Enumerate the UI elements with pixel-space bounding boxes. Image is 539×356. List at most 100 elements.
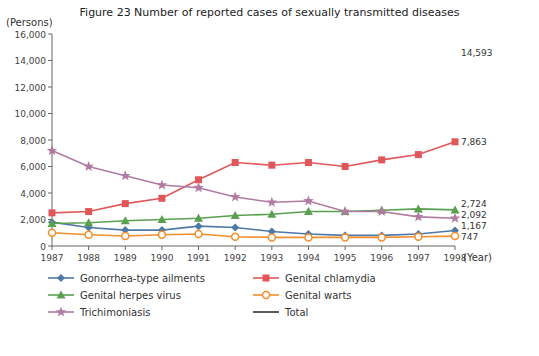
point (268, 162, 275, 169)
point (340, 206, 350, 216)
legend-item: Gonorrhea-type ailments (48, 273, 205, 284)
point (451, 205, 460, 213)
y-tick-label: 6,000 (20, 162, 46, 172)
legend-label: Gonorrhea-type ailments (80, 273, 205, 284)
x-tick (88, 246, 89, 250)
legend-label: Total (284, 307, 308, 318)
point (378, 234, 385, 241)
point (122, 233, 129, 240)
x-tick (381, 246, 382, 250)
x-tick (52, 246, 53, 250)
x-tick-label: 1993 (260, 253, 283, 263)
x-tick-label: 1988 (77, 253, 100, 263)
point (341, 207, 350, 215)
series-line (52, 233, 455, 238)
series-line (52, 222, 455, 235)
x-tick (161, 246, 162, 250)
point (85, 208, 92, 215)
point (377, 206, 387, 216)
point (83, 161, 93, 171)
end-label: 14,593 (461, 48, 493, 58)
x-tick (125, 246, 126, 250)
x-tick-label: 1997 (407, 253, 430, 263)
y-tick (48, 246, 52, 247)
point (342, 163, 349, 170)
point (452, 233, 459, 240)
point (450, 213, 460, 223)
point (157, 180, 167, 190)
point (158, 195, 165, 202)
x-tick (345, 246, 346, 250)
legend-item: Genital herpes virus (48, 290, 181, 301)
legend-label: Trichimoniasis (79, 307, 150, 318)
point (195, 222, 203, 230)
point (48, 219, 57, 227)
title: Figure 23 Number of reported cases of se… (80, 6, 460, 19)
x-tick-label: 1994 (297, 253, 320, 263)
point (267, 210, 276, 218)
point (305, 159, 312, 166)
legend-label: Genital chlamydia (285, 273, 376, 284)
y-tick (48, 113, 52, 114)
y-tick-label: 4,000 (20, 189, 46, 199)
point (342, 234, 349, 241)
y-tick (48, 140, 52, 141)
point (230, 191, 240, 201)
x-axis-label: (Year) (463, 252, 492, 263)
legend-label: Genital herpes virus (80, 290, 181, 301)
series-line (52, 209, 455, 224)
legend-swatch (253, 311, 279, 313)
x-tick (198, 246, 199, 250)
series (49, 229, 459, 241)
point (84, 218, 93, 226)
point (158, 231, 165, 238)
legend-label: Genital warts (285, 290, 352, 301)
end-label: 7,863 (461, 137, 487, 147)
legend-marker (56, 307, 66, 317)
x-axis-line (52, 246, 455, 247)
point (232, 159, 239, 166)
legend-marker (57, 274, 65, 282)
legend-marker (263, 275, 270, 282)
axes: 02,0004,0006,0008,00010,00012,00014,0001… (15, 30, 467, 264)
y-tick-label: 8,000 (20, 136, 46, 146)
series (47, 145, 460, 223)
y-tick-label: 0 (40, 242, 46, 252)
point (85, 231, 92, 238)
x-tick (455, 246, 456, 250)
y-tick (48, 166, 52, 167)
point (413, 211, 423, 221)
point (268, 234, 275, 241)
point (121, 216, 130, 224)
y-tick-label: 12,000 (15, 83, 47, 93)
point (47, 145, 57, 155)
legend-item: Trichimoniasis (48, 307, 150, 318)
point (378, 156, 385, 163)
point (195, 176, 202, 183)
point (452, 138, 459, 145)
y-tick (48, 60, 52, 61)
end-label: 2,724 (461, 199, 487, 209)
point (194, 214, 203, 222)
y-tick (48, 193, 52, 194)
legend-marker (57, 291, 66, 299)
series (48, 204, 460, 227)
y-tick-label: 14,000 (15, 56, 47, 66)
point (415, 151, 422, 158)
point (305, 234, 312, 241)
x-tick (308, 246, 309, 250)
annotations: 7471,1672,0922,7247,86314,593 (461, 48, 493, 241)
point (414, 204, 423, 212)
legend-item: Genital chlamydia (253, 273, 376, 284)
point (193, 182, 203, 192)
y-tick-label: 16,000 (15, 30, 47, 40)
x-tick (271, 246, 272, 250)
y-tick-label: 10,000 (15, 109, 47, 119)
y-axis-label: (Persons) (6, 17, 53, 28)
end-label: 747 (461, 232, 478, 242)
point (157, 215, 166, 223)
x-tick (418, 246, 419, 250)
point (195, 231, 202, 238)
x-tick-label: 1995 (334, 253, 357, 263)
end-label: 1,167 (461, 221, 487, 231)
